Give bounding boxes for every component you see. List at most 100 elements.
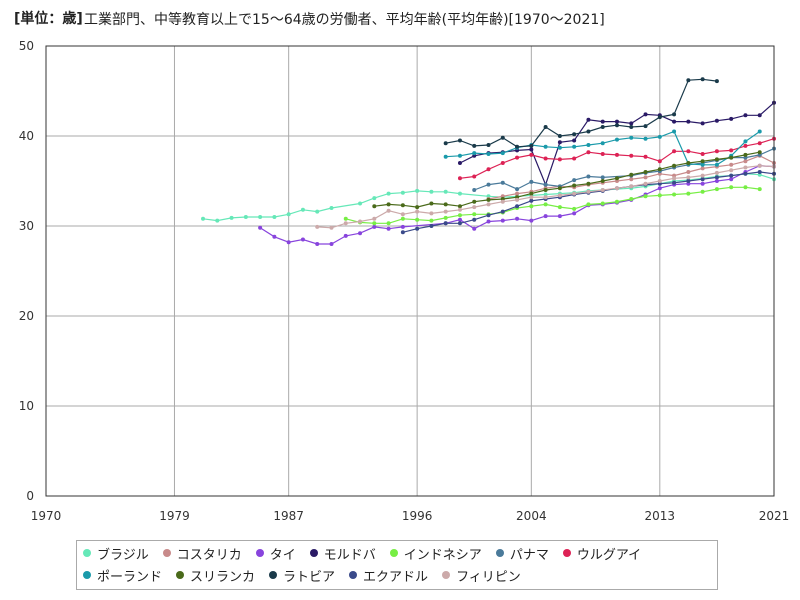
data-point	[757, 141, 762, 146]
data-point	[429, 201, 434, 206]
data-point	[429, 218, 434, 223]
data-point	[443, 202, 448, 207]
data-point	[400, 212, 405, 217]
data-point	[586, 181, 591, 186]
data-point	[572, 178, 577, 183]
data-point	[714, 79, 719, 84]
data-point	[529, 204, 534, 209]
data-point	[714, 170, 719, 175]
data-point	[486, 167, 491, 172]
data-point	[729, 173, 734, 178]
data-point	[586, 202, 591, 207]
legend-marker	[176, 571, 185, 579]
data-point	[286, 240, 291, 245]
data-point	[672, 129, 677, 134]
data-point	[643, 136, 648, 141]
data-point	[429, 224, 434, 228]
data-point	[600, 125, 605, 129]
data-point	[358, 231, 363, 236]
data-point	[700, 177, 705, 182]
series-1	[486, 153, 776, 201]
data-point	[272, 234, 277, 239]
data-point	[757, 163, 762, 168]
data-point	[443, 215, 448, 220]
data-point	[600, 201, 605, 206]
chart-title: 工業部門、中等教育以上で15～64歳の労働者、平均年齢(平均年齢)[1970～2…	[84, 12, 605, 28]
data-point	[486, 182, 491, 187]
series-7	[443, 129, 762, 167]
data-point	[600, 141, 605, 146]
data-point	[743, 171, 748, 176]
data-point	[557, 145, 562, 150]
data-point	[629, 121, 634, 126]
data-point	[686, 175, 691, 180]
y-tick-label: 30	[19, 219, 34, 233]
plot-frame	[45, 45, 775, 497]
data-point	[515, 204, 520, 209]
legend-item: ブラジル	[83, 542, 149, 564]
series-line	[459, 102, 775, 187]
data-point	[686, 149, 691, 154]
data-point	[457, 191, 462, 196]
data-point	[201, 216, 206, 221]
data-point	[657, 134, 662, 139]
data-point	[443, 221, 448, 226]
data-point	[743, 113, 748, 118]
data-point	[614, 152, 619, 157]
data-point	[457, 213, 462, 218]
data-point	[743, 185, 748, 190]
data-point	[657, 193, 662, 198]
y-tick-label: 50	[19, 39, 34, 53]
x-tick-label: 2004	[516, 509, 547, 523]
legend-marker	[562, 549, 571, 557]
series-line	[374, 151, 760, 208]
legend-marker	[309, 549, 318, 557]
data-point	[572, 183, 577, 188]
data-point	[643, 175, 648, 180]
legend-marker	[495, 549, 504, 557]
data-point	[500, 218, 505, 223]
data-point	[429, 211, 434, 216]
data-point	[429, 189, 434, 194]
data-point	[286, 212, 291, 217]
data-point	[315, 224, 320, 229]
data-point	[729, 168, 734, 173]
data-point	[757, 187, 762, 192]
data-point	[443, 154, 448, 159]
data-point	[672, 163, 677, 168]
data-point	[400, 203, 405, 208]
data-point	[729, 155, 734, 160]
data-point	[529, 191, 534, 196]
data-series	[201, 77, 776, 246]
data-point	[415, 205, 420, 210]
data-point	[400, 190, 405, 195]
unit-label: [単位：歳]	[14, 11, 83, 27]
data-point	[572, 144, 577, 149]
data-point	[629, 184, 634, 189]
legend-label: ブラジル	[97, 547, 149, 563]
data-point	[457, 207, 462, 212]
legend-marker	[269, 571, 278, 579]
y-tick-label: 40	[19, 129, 34, 143]
data-point	[500, 209, 505, 214]
data-point	[714, 157, 719, 162]
data-point	[672, 119, 677, 124]
data-point	[643, 194, 648, 199]
data-point	[600, 175, 605, 180]
data-point	[486, 213, 491, 218]
legend-item: ラトビア	[269, 564, 335, 586]
data-point	[372, 204, 377, 209]
data-point	[600, 119, 605, 124]
data-point	[315, 242, 320, 246]
data-point	[757, 129, 762, 134]
grid-lines	[45, 45, 775, 497]
legend-item: フィリピン	[442, 564, 521, 586]
data-point	[557, 214, 562, 219]
data-point	[643, 124, 648, 129]
data-point	[529, 218, 534, 223]
data-point	[686, 78, 691, 83]
data-point	[657, 115, 662, 120]
data-point	[743, 143, 748, 148]
legend-marker	[349, 571, 358, 579]
data-point	[486, 143, 491, 147]
